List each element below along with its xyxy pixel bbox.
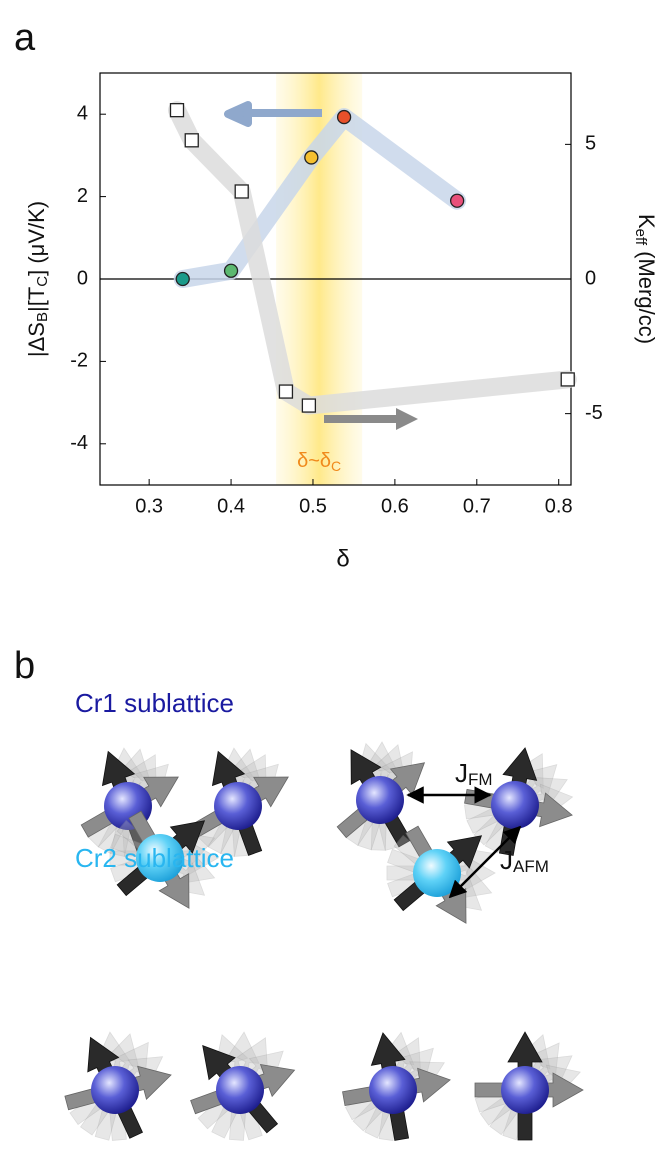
cr1-label: Cr1 sublattice	[75, 688, 234, 718]
spin	[190, 1031, 296, 1141]
label-sub: eff	[632, 229, 649, 246]
y2-tick-label: 5	[585, 133, 596, 155]
label-part: |ΔS	[24, 322, 49, 357]
atom	[136, 834, 184, 882]
spin	[474, 1031, 584, 1141]
label-sub: B	[34, 312, 51, 322]
y-tick-label: 0	[77, 267, 88, 289]
x-tick-label: 0.7	[463, 495, 491, 517]
circle-marker	[449, 193, 465, 208]
square-marker	[278, 384, 294, 399]
cr2-label: Cr2 sublattice	[75, 843, 234, 873]
atom	[501, 1066, 549, 1114]
atom	[91, 1066, 139, 1114]
spin	[386, 825, 496, 924]
square-marker	[234, 184, 249, 199]
label-sub: C	[34, 276, 51, 287]
label-part: δ~δ	[297, 450, 331, 472]
x-tick-label: 0.3	[135, 495, 163, 517]
y-tick-label: 4	[77, 102, 88, 124]
atom	[216, 1066, 264, 1114]
circle-marker	[175, 271, 190, 287]
spin	[80, 747, 179, 857]
atom	[369, 1066, 417, 1114]
circle-marker	[223, 263, 239, 278]
x-tick-label: 0.6	[381, 495, 409, 517]
label-sub: AFM	[513, 857, 549, 876]
label-part: ] (μV/K)	[24, 201, 49, 276]
square-marker	[560, 372, 575, 387]
y2-tick-label: -5	[585, 402, 603, 424]
spin	[336, 741, 426, 851]
label-part: |[T	[24, 287, 49, 312]
label-sub: C	[331, 458, 341, 474]
label-part: (Merg/cc)	[634, 245, 659, 344]
jfm-label: JFM	[455, 758, 493, 790]
x-tick-label: 0.5	[299, 495, 327, 517]
x-tick-label: 0.8	[545, 495, 573, 517]
square-marker	[301, 398, 317, 413]
x-tick-label: 0.4	[217, 495, 245, 517]
label-part: K	[634, 214, 659, 229]
diagram	[64, 741, 584, 1141]
y-tick-label: -4	[70, 432, 88, 454]
y-tick-label: 2	[77, 185, 88, 207]
circle-marker	[304, 150, 319, 165]
circle-marker	[336, 109, 352, 125]
spin	[464, 747, 574, 856]
y-axis-label: |ΔSB|[TC] (μV/K)	[24, 201, 51, 357]
plot-area: δ~δC 0.3 0.4 0.5 0.6 0.7 0.8 -4 -2 0 2 4 -5 0 5	[70, 72, 603, 517]
y2-axis-label: Keff (Merg/cc)	[632, 214, 659, 344]
spin	[64, 1031, 172, 1141]
x-axis-label: δ	[336, 545, 349, 572]
axis-arrow-left	[224, 101, 322, 127]
atom	[356, 776, 404, 824]
atom	[214, 782, 262, 830]
spin	[342, 1031, 451, 1141]
label-sub: FM	[468, 770, 493, 789]
atom	[413, 849, 461, 897]
axis-arrow-right-head	[396, 408, 418, 430]
spin	[109, 810, 219, 909]
jafm-label: JAFM	[500, 845, 549, 877]
panel-label: b	[14, 645, 35, 687]
panel-label: a	[14, 17, 36, 59]
square-marker	[169, 103, 185, 118]
spin	[190, 747, 289, 857]
label-part: J	[455, 758, 468, 788]
label-part: J	[500, 845, 513, 875]
y2-tick-label: 0	[585, 267, 596, 289]
square-marker	[184, 133, 199, 148]
y-tick-label: -2	[70, 350, 88, 372]
band-label: δ~δC	[297, 450, 341, 473]
jafm-arrow	[448, 825, 522, 899]
atom	[491, 781, 539, 829]
